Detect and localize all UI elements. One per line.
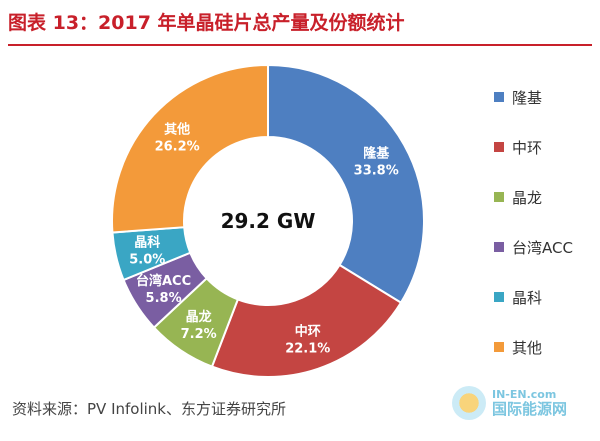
legend-item-5: 其他 — [494, 322, 573, 372]
chart-title: 图表 13：2017 年单晶硅片总产量及份额统计 — [8, 12, 405, 34]
legend-label: 隆基 — [512, 88, 543, 107]
legend-swatch — [494, 342, 504, 352]
slice-0 — [267, 63, 425, 305]
legend-label: 其他 — [512, 338, 543, 357]
chart-legend: 隆基中环晶龙台湾ACC 晶科其他 — [494, 72, 573, 372]
slice-1 — [210, 263, 403, 378]
legend-label: 晶科 — [512, 288, 543, 307]
legend-swatch — [494, 192, 504, 202]
slice-5 — [111, 63, 269, 234]
source-note: 资料来源：PV Infolink、东方证券研究所 — [12, 400, 286, 418]
title-divider — [8, 44, 592, 46]
legend-swatch — [494, 242, 504, 252]
legend-swatch — [494, 92, 504, 102]
slice-label-5: 其他 26.2% — [155, 122, 200, 155]
legend-item-2: 晶龙 — [494, 172, 573, 222]
slice-label-3: 台湾ACC 5.8% — [136, 273, 191, 306]
donut-chart: 隆基 33.8% 中环 22.1% 晶龙 7.2%台湾ACC 5.8% 晶科 5.0% 其他 26.… — [111, 63, 425, 378]
slice-label-0: 隆基 33.8% — [354, 145, 399, 178]
watermark-logo: IN-EN.com 国际能源网 — [452, 386, 567, 420]
legend-item-1: 中环 — [494, 122, 573, 172]
watermark-domain: IN-EN.com — [492, 387, 557, 401]
legend-item-3: 台湾ACC — [494, 222, 573, 272]
legend-item-0: 隆基 — [494, 72, 573, 122]
legend-swatch — [494, 142, 504, 152]
watermark-name: 国际能源网 — [492, 399, 568, 418]
legend-label: 晶龙 — [512, 188, 543, 207]
legend-label: 中环 — [512, 138, 543, 157]
legend-swatch — [494, 292, 504, 302]
legend-item-4: 晶科 — [494, 272, 573, 322]
slice-label-4: 晶科 5.0% — [129, 234, 165, 267]
sun-logo-icon — [452, 386, 486, 420]
center-total-label: 29.2 GW — [221, 209, 316, 233]
legend-label: 台湾ACC — [512, 238, 573, 257]
slice-label-2: 晶龙 7.2% — [181, 309, 217, 342]
slice-label-1: 中环 22.1% — [285, 323, 330, 356]
